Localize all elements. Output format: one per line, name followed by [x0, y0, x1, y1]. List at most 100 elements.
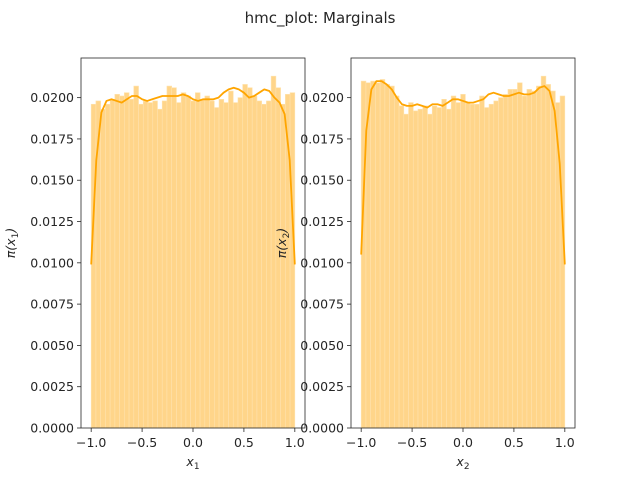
subplot-group: −1.0 −0.5 0.0 0.5 1.0 0.0000 0.0025 0.0050 0.007… — [3, 57, 576, 472]
histogram-bar — [180, 92, 187, 429]
y-axis-label-prefix: π( — [3, 245, 18, 259]
x-tick-label: −1.0 — [76, 435, 106, 450]
histogram-bar — [247, 87, 253, 429]
histogram-bar — [109, 98, 116, 429]
histogram-bar — [114, 94, 120, 429]
y-axis-label-var: x — [3, 238, 18, 247]
histogram-bar — [251, 95, 258, 429]
histogram-bar — [195, 92, 201, 429]
histogram-bar — [512, 89, 518, 429]
kde-line — [360, 80, 566, 265]
histogram-bar — [474, 103, 480, 429]
histogram-bar — [460, 94, 466, 429]
histogram-bar — [531, 90, 537, 429]
histogram-bar — [498, 97, 504, 429]
x-axis-label-subscript: 2 — [464, 462, 470, 472]
y-tick-label: 0.0125 — [300, 214, 344, 229]
histogram-bar — [431, 105, 438, 429]
histogram-bar — [119, 95, 125, 429]
histogram-bar — [502, 94, 509, 429]
histogram-bar — [261, 103, 267, 429]
histogram-bar — [455, 102, 461, 429]
y-tick-label: 0.0075 — [300, 297, 344, 312]
y-tick-label: 0.0150 — [300, 173, 344, 188]
y-axis-label: π(x1) — [3, 228, 21, 258]
y-axis-label-suffix: ) — [3, 228, 18, 234]
histogram-bar — [446, 108, 452, 429]
histogram-bar — [157, 108, 163, 429]
histogram-bar — [484, 107, 490, 429]
histogram-bar — [100, 108, 106, 429]
y-tick-label: 0.0075 — [30, 297, 74, 312]
histogram-bar — [142, 100, 149, 429]
y-axis-label-subscript: 2 — [282, 233, 292, 239]
y-tick-label: 0.0050 — [30, 338, 74, 353]
x-axis-label: x2 — [455, 454, 469, 472]
x-axis-label-base: x — [455, 454, 464, 469]
histogram-bar — [398, 105, 405, 429]
histogram-bar — [536, 85, 542, 429]
y-tick-label: 0.0200 — [30, 90, 74, 105]
y-axis-label-var: x — [274, 238, 289, 247]
y-tick-label: 0.0100 — [300, 255, 344, 270]
histogram-bar — [436, 107, 442, 429]
histogram-bar — [204, 95, 210, 429]
histogram-bar — [90, 103, 97, 429]
histogram-bar — [185, 95, 191, 429]
histogram-bar — [209, 100, 215, 429]
histogram-bar — [394, 95, 400, 429]
histogram-bar — [479, 95, 485, 429]
y-axis-label-subscript: 1 — [11, 233, 21, 239]
y-tick-label: 0.0175 — [30, 131, 74, 146]
x-tick-label: 0.0 — [183, 435, 203, 450]
x-tick-label: −0.5 — [127, 435, 157, 450]
histogram-bar — [389, 85, 395, 429]
histogram-bar — [223, 102, 229, 429]
histogram-bar — [147, 102, 154, 429]
y-tick-label: 0.0025 — [300, 379, 344, 394]
histogram-bar — [124, 92, 130, 429]
kde-line — [90, 86, 296, 265]
histogram-bar — [384, 84, 390, 429]
histogram-bar — [266, 100, 272, 429]
y-tick-label: 0.0050 — [300, 338, 344, 353]
x-tick-label: 0.5 — [234, 435, 254, 450]
y-tick-label: 0.0100 — [30, 255, 74, 270]
y-tick-label: 0.0175 — [300, 131, 344, 146]
histogram-bar — [375, 82, 381, 429]
y-axis-label-prefix: π( — [274, 245, 289, 259]
histogram-bar — [161, 100, 168, 429]
histogram-bar — [488, 103, 495, 429]
histogram-bar — [214, 107, 220, 429]
histogram-bar — [493, 100, 499, 429]
histogram-bar — [128, 98, 135, 429]
histogram-bar — [218, 98, 225, 429]
histogram-bar — [550, 90, 556, 429]
histogram-bar — [521, 95, 528, 429]
y-tick-label: 0.0000 — [30, 421, 74, 436]
histogram-bar — [469, 103, 476, 429]
histogram-bar — [403, 113, 409, 429]
histogram-bar — [441, 98, 447, 429]
histogram-bar — [507, 89, 514, 429]
y-tick-label: 0.0025 — [30, 379, 74, 394]
histogram-bar — [228, 90, 234, 429]
x-axis-label-subscript: 1 — [194, 462, 200, 472]
histogram-bar — [465, 102, 471, 429]
histogram-bar — [417, 108, 424, 429]
histogram-bar — [450, 95, 457, 429]
x-axis-label: x1 — [185, 454, 199, 472]
subplot-2: −1.0 −0.5 0.0 0.5 1.00.00000.00250.00500.007… — [274, 57, 576, 472]
histogram-bar — [422, 105, 428, 429]
histogram-bar — [256, 100, 262, 429]
y-axis-label-suffix: ) — [274, 228, 289, 234]
histogram-bar — [370, 80, 376, 429]
y-tick-label: 0.0125 — [30, 214, 74, 229]
x-axis-label-base: x — [185, 454, 194, 469]
histogram-bar — [133, 85, 139, 429]
histogram-bar — [190, 100, 196, 429]
y-axis-label: π(x2) — [274, 228, 292, 258]
histogram-bar — [176, 102, 182, 429]
x-tick-label: 1.0 — [285, 435, 305, 450]
histogram-bar — [199, 98, 206, 429]
